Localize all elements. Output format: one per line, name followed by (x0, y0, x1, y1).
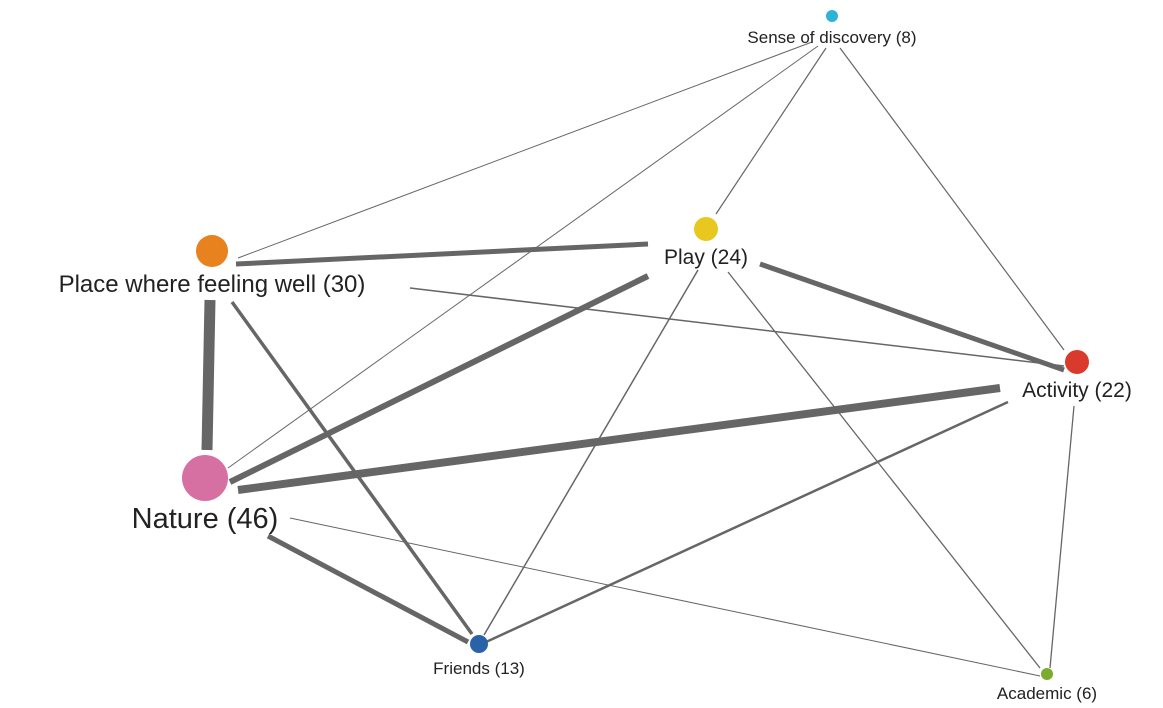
node-place (196, 235, 228, 267)
nodes-layer (182, 10, 1089, 680)
labels-layer: Sense of discovery (8) Play (24) Place whe… (59, 28, 1132, 703)
node-friends (470, 635, 488, 653)
node-activity (1065, 350, 1089, 374)
node-label-nature: Nature (46) (132, 503, 279, 535)
node-label-play: Play (24) (664, 246, 748, 269)
node-discovery (826, 10, 838, 22)
edge-activity-friends (485, 400, 1009, 644)
edge-discovery-nature (227, 45, 819, 469)
edges-layer (201, 41, 1075, 677)
edge-place-friends (230, 300, 474, 636)
node-nature (182, 455, 228, 501)
edge-discovery-activity (839, 47, 1065, 351)
edge-place-activity (409, 287, 1065, 367)
node-label-academic: Academic (6) (997, 684, 1097, 703)
edge-play-activity (759, 261, 1065, 373)
node-label-discovery: Sense of discovery (8) (747, 28, 916, 47)
edge-nature-academic (289, 517, 1041, 677)
node-label-activity: Activity (22) (1022, 379, 1132, 402)
edge-place-nature (201, 299, 216, 451)
edge-discovery-place (237, 41, 813, 259)
node-label-place: Place where feeling well (30) (59, 271, 366, 298)
edge-nature-friends (266, 533, 470, 645)
node-academic (1041, 668, 1053, 680)
node-label-friends: Friends (13) (433, 659, 525, 678)
edge-discovery-play (715, 47, 827, 215)
edge-play-academic (727, 271, 1041, 669)
node-play (694, 217, 718, 241)
edge-play-friends (483, 269, 699, 636)
edge-activity-academic (1049, 405, 1075, 669)
edge-activity-nature (237, 384, 1001, 494)
edge-place-play (235, 241, 649, 267)
edge-play-nature (228, 273, 650, 485)
